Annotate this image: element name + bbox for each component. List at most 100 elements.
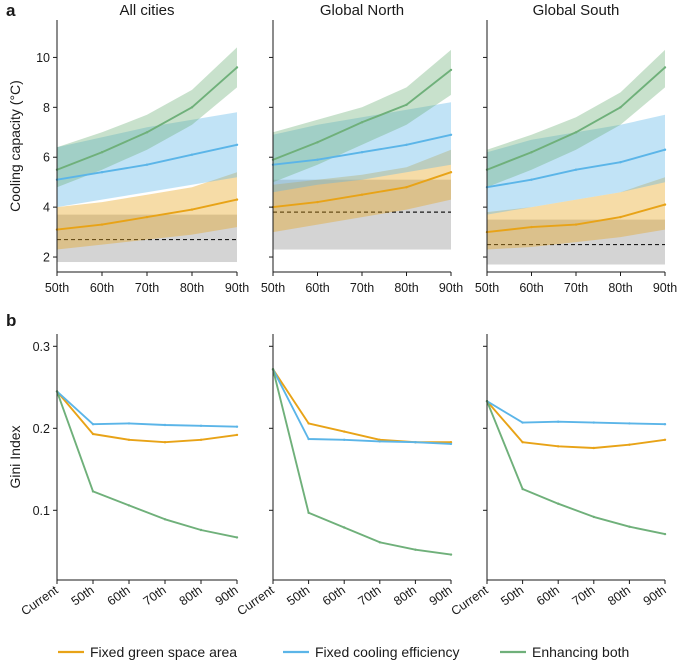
band-fixed-green-space-area: [273, 149, 451, 233]
data-point-fixed-cooling-efficiency: [574, 168, 578, 171]
data-point-fixed-cooling-efficiency: [343, 438, 346, 441]
data-point-fixed-green-space-area: [521, 441, 524, 444]
y-axis-label: Gini Index: [7, 425, 23, 488]
data-point-enhancing-both: [307, 511, 310, 514]
series-line-enhancing-both: [486, 400, 666, 536]
x-tick-label: 60th: [105, 583, 133, 608]
x-tick-label: 50th: [498, 583, 526, 608]
data-point-fixed-green-space-area: [343, 430, 346, 433]
chart-title: Global North: [320, 2, 404, 19]
data-point-fixed-cooling-efficiency: [235, 143, 239, 146]
data-point-enhancing-both: [663, 66, 667, 69]
x-tick-label: 60th: [534, 583, 562, 608]
x-tick-label: 80th: [605, 583, 633, 608]
data-point-enhancing-both: [414, 548, 417, 551]
data-point-enhancing-both: [663, 532, 667, 536]
data-point-fixed-cooling-efficiency: [619, 161, 622, 164]
data-point-enhancing-both: [449, 68, 453, 72]
chart-panel-a-1: All cities 2 4 6 8 10 50th 60th 70th 80th 90th Cool…: [7, 2, 249, 295]
x-tick-label: 80th: [180, 281, 204, 295]
chart-panel-b-2: Current 50th 60th 70th 80th 90th: [235, 334, 455, 618]
data-point-fixed-green-space-area: [557, 445, 560, 448]
data-point-fixed-cooling-efficiency: [405, 143, 408, 146]
data-point-fixed-cooling-efficiency: [163, 423, 167, 427]
legend-label-fixed-cooling-efficiency: Fixed cooling efficiency: [315, 644, 459, 660]
x-tick-label: 80th: [177, 583, 205, 608]
data-point-fixed-cooling-efficiency: [663, 148, 667, 151]
data-point-enhancing-both: [530, 151, 533, 154]
data-point-fixed-cooling-efficiency: [145, 163, 149, 166]
data-point-fixed-green-space-area: [127, 438, 131, 441]
charts-container: All cities 2 4 6 8 10 50th 60th 70th 80th 90th Cool…: [7, 2, 677, 618]
data-point-enhancing-both: [521, 487, 524, 491]
data-point-fixed-cooling-efficiency: [100, 171, 104, 174]
data-point-fixed-cooling-efficiency: [628, 422, 631, 425]
x-tick-label: 90th: [653, 281, 677, 295]
data-point-fixed-cooling-efficiency: [592, 421, 595, 424]
data-point-fixed-green-space-area: [449, 441, 453, 444]
x-tick-label: Current: [449, 583, 492, 619]
y-tick-label: 6: [43, 151, 50, 165]
y-tick-label: 0.1: [33, 504, 50, 518]
series-line-fixed-green-space-area: [56, 390, 238, 444]
legend-label-enhancing-both: Enhancing both: [532, 644, 629, 660]
band-fixed-green-space-area: [487, 177, 665, 250]
data-point-enhancing-both: [405, 103, 408, 107]
band-fixed-green-space-area: [57, 172, 237, 250]
data-point-fixed-green-space-area: [199, 438, 203, 441]
x-tick-label: 90th: [439, 281, 463, 295]
x-tick-label: 60th: [90, 281, 114, 295]
x-tick-label: 70th: [564, 281, 588, 295]
data-point-fixed-cooling-efficiency: [316, 158, 319, 161]
y-tick-label: 10: [36, 51, 50, 65]
series-line-fixed-cooling-efficiency: [272, 368, 452, 445]
data-point-enhancing-both: [199, 528, 203, 532]
data-point-fixed-cooling-efficiency: [127, 422, 131, 425]
data-point-fixed-green-space-area: [592, 446, 595, 450]
panel-b-letter: b: [6, 311, 16, 330]
x-tick-label: 50th: [45, 281, 69, 295]
data-point-enhancing-both: [360, 121, 364, 124]
x-tick-label: 70th: [135, 281, 159, 295]
data-point-fixed-green-space-area: [449, 171, 453, 174]
x-tick-label: 90th: [225, 281, 249, 295]
data-point-fixed-cooling-efficiency: [235, 425, 239, 428]
data-point-fixed-cooling-efficiency: [521, 421, 524, 424]
x-tick-label: Current: [235, 583, 278, 619]
data-point-fixed-green-space-area: [235, 433, 239, 437]
x-tick-label: 60th: [305, 281, 329, 295]
data-point-enhancing-both: [235, 66, 239, 69]
data-point-fixed-cooling-efficiency: [378, 440, 381, 443]
data-point-fixed-green-space-area: [628, 443, 631, 446]
data-point-enhancing-both: [190, 106, 194, 109]
x-tick-label: 50th: [284, 583, 312, 608]
data-point-fixed-green-space-area: [619, 215, 622, 219]
series-line-fixed-cooling-efficiency: [56, 390, 238, 428]
data-point-enhancing-both: [619, 106, 622, 109]
data-point-fixed-green-space-area: [530, 225, 533, 229]
data-point-fixed-green-space-area: [574, 223, 578, 226]
y-tick-label: 4: [43, 201, 50, 215]
current-range-band: [57, 214, 237, 263]
data-point-enhancing-both: [163, 518, 167, 521]
chart-title: Global South: [533, 2, 620, 19]
data-point-fixed-green-space-area: [307, 422, 310, 425]
data-point-enhancing-both: [343, 526, 346, 529]
x-tick-label: 50th: [69, 583, 97, 608]
series-line-fixed-green-space-area: [486, 400, 666, 449]
x-tick-label: 60th: [519, 281, 543, 295]
data-point-fixed-cooling-efficiency: [199, 424, 203, 427]
data-point-enhancing-both: [592, 515, 595, 519]
series-line-fixed-cooling-efficiency: [486, 400, 666, 426]
data-point-fixed-cooling-efficiency: [360, 151, 364, 154]
data-point-fixed-green-space-area: [91, 432, 95, 436]
chart-panel-a-3: Global South 50th 60th 70th 80th 90th: [475, 2, 677, 295]
band-enhancing-both: [273, 49, 451, 183]
data-point-fixed-green-space-area: [316, 200, 319, 204]
data-point-fixed-green-space-area: [360, 193, 364, 196]
data-point-enhancing-both: [628, 525, 631, 528]
chart-panel-b-3: Current 50th 60th 70th 80th 90th: [449, 334, 669, 618]
data-point-fixed-green-space-area: [100, 223, 104, 226]
